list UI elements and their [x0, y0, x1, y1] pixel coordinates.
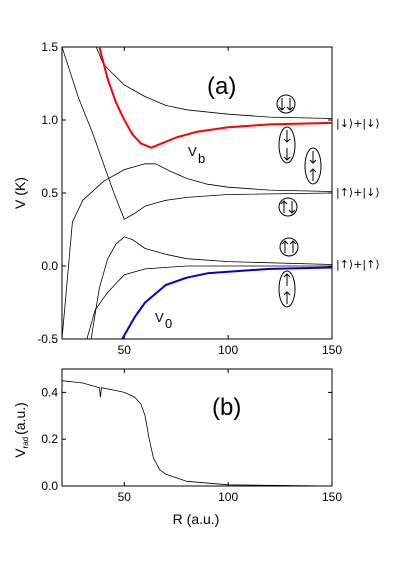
series-line-0 — [95, 47, 332, 119]
series-line-3 — [62, 47, 332, 220]
y-tick-label: 0.5 — [41, 186, 58, 200]
spin-down-down-vertical-icon — [278, 126, 296, 164]
panel-b-ylabel-main: V — [12, 448, 28, 458]
spin-down-up-vertical-icon — [304, 147, 322, 185]
v0-label-sub: 0 — [165, 316, 172, 331]
x-tick-label: 50 — [118, 343, 132, 357]
series-line-0 — [62, 380, 332, 486]
x-tick-label: 50 — [118, 490, 132, 504]
y-tick-label: 0.2 — [41, 432, 58, 446]
panel-b-xlabel: R (a.u.) — [173, 511, 220, 527]
series-line-5 — [86, 265, 332, 339]
x-tick-label: 150 — [322, 343, 342, 357]
x-tick-label: 100 — [218, 490, 238, 504]
series-line-6 — [121, 266, 332, 339]
panel-a-series — [62, 47, 332, 339]
vb-label-sub: b — [198, 151, 205, 166]
panel-a-ylabel: V (K) — [12, 177, 28, 209]
state-label-up-up: |↑⟩+|↑⟩ — [336, 258, 380, 271]
series-line-1 — [98, 47, 332, 149]
y-tick-label: 0.4 — [41, 385, 58, 399]
v0-label-main: V — [155, 310, 164, 325]
panel-a: 50 100 150 -0.5 0.0 0.5 1.0 1.5 (a) V (K) V b V… — [12, 40, 380, 357]
panel-b-ticks: 50 100 150 0.0 0.2 0.4 — [41, 369, 342, 504]
panel-b-frame — [61, 368, 333, 487]
panel-a-frame — [61, 46, 333, 340]
series-line-4 — [90, 236, 332, 339]
y-tick-label: 0.0 — [41, 479, 58, 493]
panel-b-ylabel: Vrad (a.u.) — [12, 402, 30, 458]
panel-b-ylabel-sub: rad — [21, 437, 30, 449]
panel-b-series — [62, 380, 332, 486]
panel-b-ylabel-unit: (a.u.) — [12, 402, 28, 435]
vb-label-main: V — [188, 144, 197, 159]
panel-a-ticks: 50 100 150 -0.5 0.0 0.5 1.0 1.5 — [37, 40, 342, 357]
spin-down-down-icon — [276, 94, 296, 114]
y-tick-label: 0.0 — [41, 259, 58, 273]
panel-b-label: (b) — [212, 394, 241, 421]
panel-b: 50 100 150 0.0 0.2 0.4 (b) Vrad (a.u.) R (a.u.… — [12, 368, 342, 527]
svg-text:Vrad(a.u.): Vrad (a.u.) — [12, 402, 30, 458]
spin-up-up-icon — [279, 237, 299, 257]
y-tick-label: -0.5 — [37, 332, 58, 346]
x-tick-label: 100 — [218, 343, 238, 357]
series-line-2 — [62, 163, 332, 339]
y-tick-label: 1.5 — [41, 40, 58, 54]
y-tick-label: 1.0 — [41, 113, 58, 127]
spin-up-up-vertical-icon — [278, 270, 296, 308]
panel-a-label: (a) — [207, 73, 236, 100]
x-tick-label: 150 — [322, 490, 342, 504]
state-label-down-down: |↓⟩+|↓⟩ — [336, 117, 380, 130]
state-label-up-down: |↑⟩+|↓⟩ — [336, 186, 380, 199]
spin-up-down-icon — [278, 197, 298, 217]
